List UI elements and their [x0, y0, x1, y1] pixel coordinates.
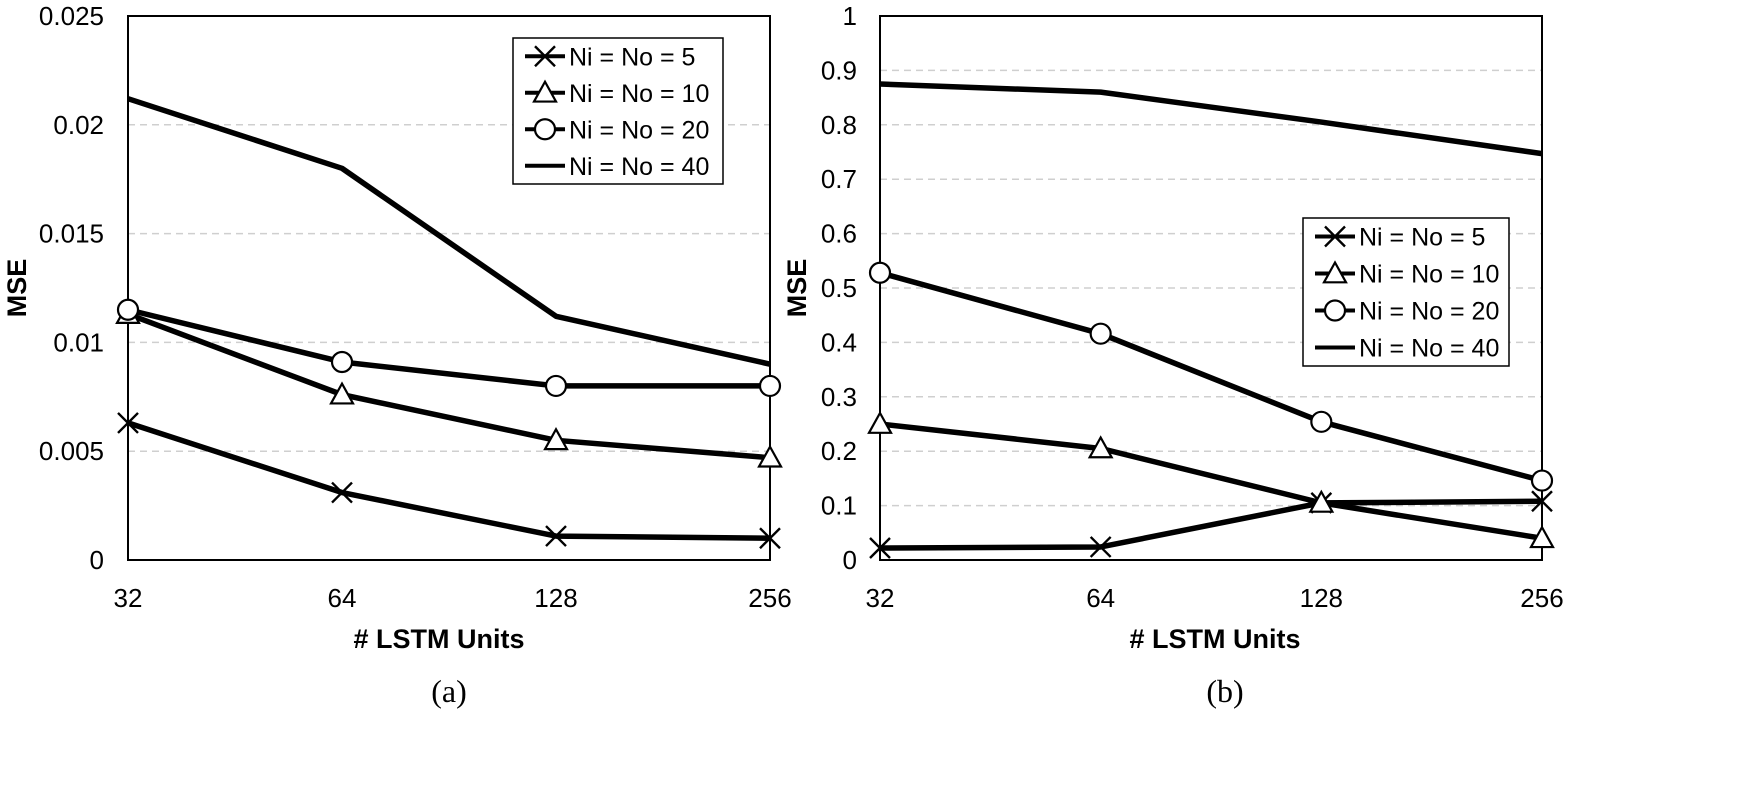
- chart-b-data-point: [1308, 489, 1335, 513]
- chart-a-legend-label: Ni = No = 20: [569, 116, 709, 144]
- chart-a-series-3: [116, 298, 782, 398]
- chart-a-y-tick-label: 0.015: [39, 219, 104, 249]
- chart-a-caption: (a): [431, 673, 467, 709]
- chart-b-data-point: [869, 537, 891, 559]
- chart-a-x-tick-label: 32: [114, 583, 143, 613]
- chart-b-y-tick-label: 0.8: [821, 110, 857, 140]
- chart-b-series-line: [879, 270, 1543, 484]
- chart-b-legend-label: Ni = No = 10: [1359, 261, 1499, 289]
- chart-a-x-tick-label: 256: [748, 583, 791, 613]
- chart-a-y-tick-label: 0.005: [39, 436, 104, 466]
- chart-a-series-line: [127, 307, 770, 389]
- chart-b-x-tick-label: 64: [1086, 583, 1115, 613]
- chart-b-y-tick-label: 0: [843, 545, 857, 575]
- chart-b-legend-label: Ni = No = 20: [1359, 298, 1499, 326]
- chart-a-legend-box: [512, 37, 724, 185]
- chart-b-legend-label: Ni = No = 40: [1359, 335, 1499, 363]
- chart-a-series-1: [117, 412, 781, 550]
- chart-b-data-point: [1310, 410, 1333, 433]
- chart-a-data-point: [329, 381, 355, 405]
- chart-a-data-point: [758, 374, 782, 398]
- chart-b-data-point: [867, 410, 893, 434]
- chart-b-x-tick-label: 256: [1520, 583, 1563, 613]
- chart-b-y-tick-label: 1: [843, 1, 857, 31]
- chart-a-y-tick-label: 0.02: [53, 110, 104, 140]
- chart-a-series-line: [127, 311, 771, 461]
- chart-b-y-tick-label: 0.6: [821, 219, 857, 249]
- chart-a-data-point: [544, 374, 568, 398]
- chart-b-y-tick-label: 0.2: [821, 436, 857, 466]
- chart-a-series-line: [127, 96, 771, 367]
- chart-a-data-point: [116, 298, 140, 321]
- chart-b-data-point: [1531, 490, 1553, 513]
- chart-a-data-point: [330, 350, 354, 374]
- chart-a-data-point: [331, 481, 353, 504]
- chart-b-y-tick-label: 0.4: [821, 327, 857, 357]
- chart-b: 0 0.1 0.2 0.3 0.4 0.5 0.6 0.7 0.8 0.9 1 32 64 128 256 #…: [782, 1, 1564, 709]
- chart-b-x-tick-label: 32: [866, 583, 895, 613]
- chart-a-y-tick-label: 0: [90, 545, 104, 575]
- chart-b-series-2: [867, 410, 1555, 549]
- chart-b-series-line: [879, 421, 1543, 541]
- chart-a-series-4: [127, 96, 771, 367]
- chart-a-x-axis-title: # LSTM Units: [353, 624, 524, 654]
- chart-a-legend-marker: [532, 79, 558, 103]
- chart-a-data-point: [545, 525, 567, 547]
- chart-a-data-point: [759, 527, 781, 550]
- chart-a-x-tick-label: 128: [534, 583, 577, 613]
- chart-a-plot-frame: [127, 15, 771, 561]
- chart-b-legend-marker: [1324, 225, 1346, 248]
- chart-b-data-point: [868, 261, 892, 284]
- chart-b-legend-box: [1302, 217, 1510, 367]
- chart-b-data-point: [1089, 536, 1112, 558]
- chart-b-y-tick-label: 0.5: [821, 273, 857, 303]
- chart-a-y-tick-label: 0.01: [53, 327, 104, 357]
- chart-b-y-tick-label: 0.7: [821, 164, 857, 194]
- chart-b-legend-marker: [1323, 299, 1347, 322]
- chart-a-legend-label: Ni = No = 5: [569, 43, 695, 71]
- chart-b-series-4: [879, 81, 1543, 157]
- chart-a-legend-marker: [534, 45, 556, 68]
- chart-a-y-axis-title: MSE: [2, 259, 32, 318]
- chart-b-y-tick-label: 0.3: [821, 382, 857, 412]
- chart-b-legend-marker: [1322, 260, 1348, 284]
- chart-b-y-tick-label: 0.9: [821, 55, 857, 85]
- chart-a: 0 0.005 0.01 0.015 0.02 0.025 32 64 128 256 # LSTM…: [2, 1, 792, 709]
- chart-b-legend-label: Ni = No = 5: [1359, 224, 1485, 252]
- chart-b-caption: (b): [1206, 673, 1243, 709]
- chart-a-legend-label: Ni = No = 10: [569, 80, 709, 108]
- chart-b-y-tick-label: 0.1: [821, 491, 857, 521]
- chart-b-series-line: [879, 81, 1543, 157]
- chart-b-series-3: [868, 261, 1554, 492]
- chart-a-legend: Ni = No = 5 Ni = No = 10 Ni = No = 20 Ni = …: [512, 37, 724, 185]
- chart-b-plot-frame: [879, 15, 1543, 561]
- chart-b-x-tick-label: 128: [1300, 583, 1343, 613]
- chart-a-data-point: [543, 427, 569, 451]
- chart-b-x-axis-title: # LSTM Units: [1129, 624, 1300, 654]
- chart-a-data-point: [117, 412, 139, 434]
- chart-a-data-point: [757, 444, 783, 468]
- chart-b-data-point: [1089, 322, 1112, 345]
- chart-b-data-point: [1530, 469, 1554, 492]
- chart-a-legend-marker: [533, 118, 557, 141]
- chart-a-legend-label: Ni = No = 40: [569, 153, 709, 181]
- chart-b-y-axis-title: MSE: [782, 259, 812, 318]
- chart-b-legend: Ni = No = 5 Ni = No = 10 Ni = No = 20 Ni = …: [1302, 217, 1510, 367]
- chart-b-data-point: [1529, 524, 1555, 549]
- chart-b-series-line: [879, 498, 1543, 551]
- chart-a-x-tick-label: 64: [328, 583, 357, 613]
- chart-a-y-tick-label: 0.025: [39, 1, 104, 31]
- chart-a-series-line: [127, 420, 771, 541]
- chart-b-data-point: [1087, 435, 1114, 459]
